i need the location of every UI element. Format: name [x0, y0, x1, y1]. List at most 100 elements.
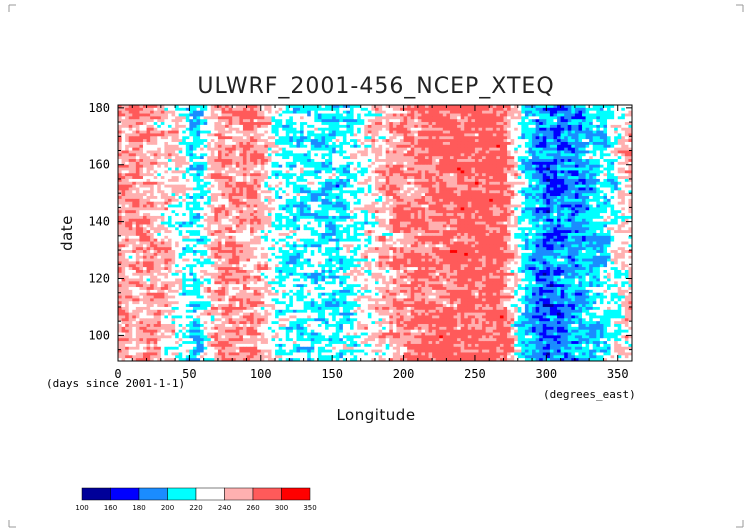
- heatmap-cell: [147, 122, 151, 125]
- heatmap-cell: [125, 136, 129, 139]
- heatmap-cell: [596, 196, 600, 199]
- heatmap-cell: [161, 162, 165, 165]
- heatmap-cell: [618, 190, 622, 193]
- heatmap-cell: [164, 131, 168, 134]
- heatmap-cell: [321, 116, 325, 119]
- heatmap-cell: [454, 133, 458, 136]
- heatmap-cell: [264, 111, 268, 114]
- heatmap-cell: [286, 156, 290, 159]
- heatmap-cell: [207, 142, 211, 145]
- heatmap-cell: [386, 148, 390, 151]
- heatmap-cell: [300, 159, 304, 162]
- heatmap-cell: [568, 136, 572, 139]
- heatmap-cell: [232, 196, 236, 199]
- heatmap-cell: [218, 187, 222, 190]
- heatmap-cell: [247, 193, 251, 196]
- heatmap-cell: [589, 196, 593, 199]
- heatmap-cell: [161, 151, 165, 154]
- heatmap-cell: [482, 142, 486, 145]
- heatmap-cell: [250, 133, 254, 136]
- heatmap-cell: [454, 185, 458, 188]
- heatmap-cell: [222, 133, 226, 136]
- heatmap-cell: [532, 142, 536, 145]
- heatmap-cell: [325, 190, 329, 193]
- heatmap-cell: [172, 142, 176, 145]
- heatmap-cell: [400, 114, 404, 117]
- heatmap-cell: [239, 179, 243, 182]
- heatmap-cell: [429, 108, 433, 111]
- heatmap-cell: [475, 108, 479, 111]
- heatmap-cell: [521, 185, 525, 188]
- heatmap-cell: [536, 176, 540, 179]
- heatmap-cell: [232, 199, 236, 202]
- heatmap-cell: [550, 125, 554, 128]
- heatmap-cell: [475, 122, 479, 125]
- heatmap-cell: [471, 122, 475, 125]
- heatmap-cell: [214, 131, 218, 134]
- heatmap-cell: [475, 114, 479, 117]
- heatmap-cell: [621, 133, 625, 136]
- heatmap-cell: [400, 159, 404, 162]
- heatmap-cell: [250, 145, 254, 148]
- heatmap-cell: [475, 179, 479, 182]
- heatmap-cell: [132, 179, 136, 182]
- heatmap-cell: [175, 148, 179, 151]
- heatmap-cell: [364, 131, 368, 134]
- heatmap-cell: [578, 153, 582, 156]
- heatmap-cell: [607, 176, 611, 179]
- heatmap-cell: [125, 202, 129, 205]
- heatmap-cell: [175, 156, 179, 159]
- heatmap-cell: [525, 176, 529, 179]
- heatmap-cell: [514, 151, 518, 154]
- heatmap-cell: [314, 182, 318, 185]
- heatmap-cell: [172, 111, 176, 114]
- heatmap-cell: [575, 142, 579, 145]
- heatmap-cell: [161, 133, 165, 136]
- heatmap-cell: [396, 159, 400, 162]
- heatmap-cell: [450, 190, 454, 193]
- heatmap-cell: [568, 114, 572, 117]
- heatmap-cell: [550, 114, 554, 117]
- heatmap-cell: [582, 128, 586, 131]
- heatmap-cell: [621, 173, 625, 176]
- heatmap-cell: [429, 179, 433, 182]
- heatmap-cell: [400, 173, 404, 176]
- heatmap-cell: [611, 148, 615, 151]
- heatmap-cell: [421, 185, 425, 188]
- heatmap-cell: [471, 168, 475, 171]
- heatmap-cell: [464, 111, 468, 114]
- heatmap-cell: [454, 196, 458, 199]
- heatmap-cell: [161, 173, 165, 176]
- heatmap-cell: [611, 114, 615, 117]
- heatmap-cell: [354, 151, 358, 154]
- heatmap-cell: [475, 116, 479, 119]
- heatmap-cell: [482, 122, 486, 125]
- heatmap-cell: [564, 111, 568, 114]
- heatmap-cell: [143, 187, 147, 190]
- heatmap-cell: [214, 153, 218, 156]
- heatmap-cell: [457, 128, 461, 131]
- heatmap-cell: [314, 136, 318, 139]
- heatmap-cell: [418, 139, 422, 142]
- heatmap-cell: [211, 116, 215, 119]
- heatmap-cell: [582, 108, 586, 111]
- heatmap-cell: [150, 165, 154, 168]
- heatmap-cell: [150, 108, 154, 111]
- heatmap-cell: [289, 125, 293, 128]
- heatmap-cell: [286, 139, 290, 142]
- heatmap-cell: [611, 139, 615, 142]
- heatmap-cell: [528, 142, 532, 145]
- heatmap-cell: [332, 148, 336, 151]
- heatmap-cell: [589, 116, 593, 119]
- heatmap-cell: [621, 148, 625, 151]
- heatmap-cell: [553, 145, 557, 148]
- heatmap-cell: [254, 139, 258, 142]
- heatmap-cell: [557, 131, 561, 134]
- heatmap-cell: [232, 133, 236, 136]
- heatmap-cell: [446, 196, 450, 199]
- heatmap-cell: [479, 190, 483, 193]
- heatmap-cell: [454, 199, 458, 202]
- heatmap-cell: [186, 125, 190, 128]
- heatmap-cell: [500, 196, 504, 199]
- heatmap-cell: [407, 139, 411, 142]
